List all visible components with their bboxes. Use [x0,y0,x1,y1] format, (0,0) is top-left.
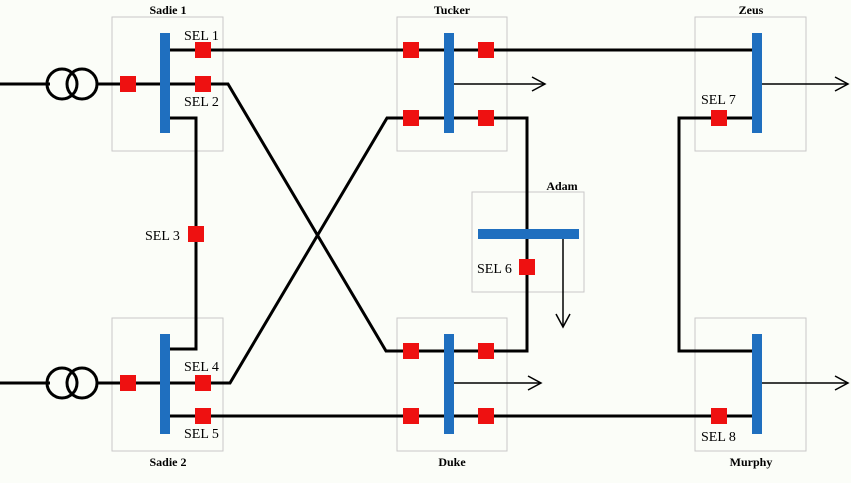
breaker-sel2[interactable] [195,76,211,92]
breaker-tucker-east-top[interactable] [478,42,494,58]
transformer-icon-sadie1 [45,67,99,101]
bus-bar-adam [478,229,579,239]
substation-label-duke: Duke [438,455,466,469]
breaker-sel4[interactable] [195,375,211,391]
substation-label-tucker: Tucker [434,3,471,17]
relay-label-sel2: SEL 2 [184,95,219,110]
breaker-sel1[interactable] [195,42,211,58]
breaker-sel6[interactable] [519,259,535,275]
bus-bar-zeus [752,33,762,133]
breaker-sel5[interactable] [195,408,211,424]
breaker-sel3[interactable] [188,226,204,242]
bus-bar-murphy [752,334,762,434]
bus-bar-duke [444,334,454,434]
breaker-duke-east-bottom[interactable] [478,408,494,424]
breaker-tucker-east-bottom[interactable] [478,110,494,126]
relay-label-sel4: SEL 4 [184,360,219,375]
substation-label-zeus: Zeus [739,3,764,17]
relay-label-sel7: SEL 7 [701,93,736,108]
breaker-sadie1-source[interactable] [120,76,136,92]
breaker-duke-west-top[interactable] [403,343,419,359]
bus-bar-sadie1 [160,33,170,133]
breaker-tucker-west-bottom[interactable] [403,110,419,126]
substation-label-adam: Adam [546,179,577,193]
breaker-sel7[interactable] [711,110,727,126]
relay-label-sel1: SEL 1 [184,29,219,44]
transformer-icon-sadie2 [45,366,99,400]
substation-label-sadie2: Sadie 2 [149,455,186,469]
relay-label-sel8: SEL 8 [701,430,736,445]
breaker-duke-west-bottom[interactable] [403,408,419,424]
substation-label-murphy: Murphy [730,455,773,469]
substation-box-duke [396,317,508,452]
breaker-tucker-west-top[interactable] [403,42,419,58]
bus-bar-sadie2 [160,334,170,434]
breaker-duke-east-top[interactable] [478,343,494,359]
relay-label-sel6: SEL 6 [477,262,512,277]
bus-bar-tucker [444,33,454,133]
relay-label-sel3: SEL 3 [145,229,180,244]
breaker-sadie2-source[interactable] [120,375,136,391]
line-zeus-murphy [677,116,757,353]
breaker-sel8[interactable] [711,408,727,424]
substation-box-murphy [694,317,807,452]
substation-label-sadie1: Sadie 1 [149,3,186,17]
relay-label-sel5: SEL 5 [184,427,219,442]
